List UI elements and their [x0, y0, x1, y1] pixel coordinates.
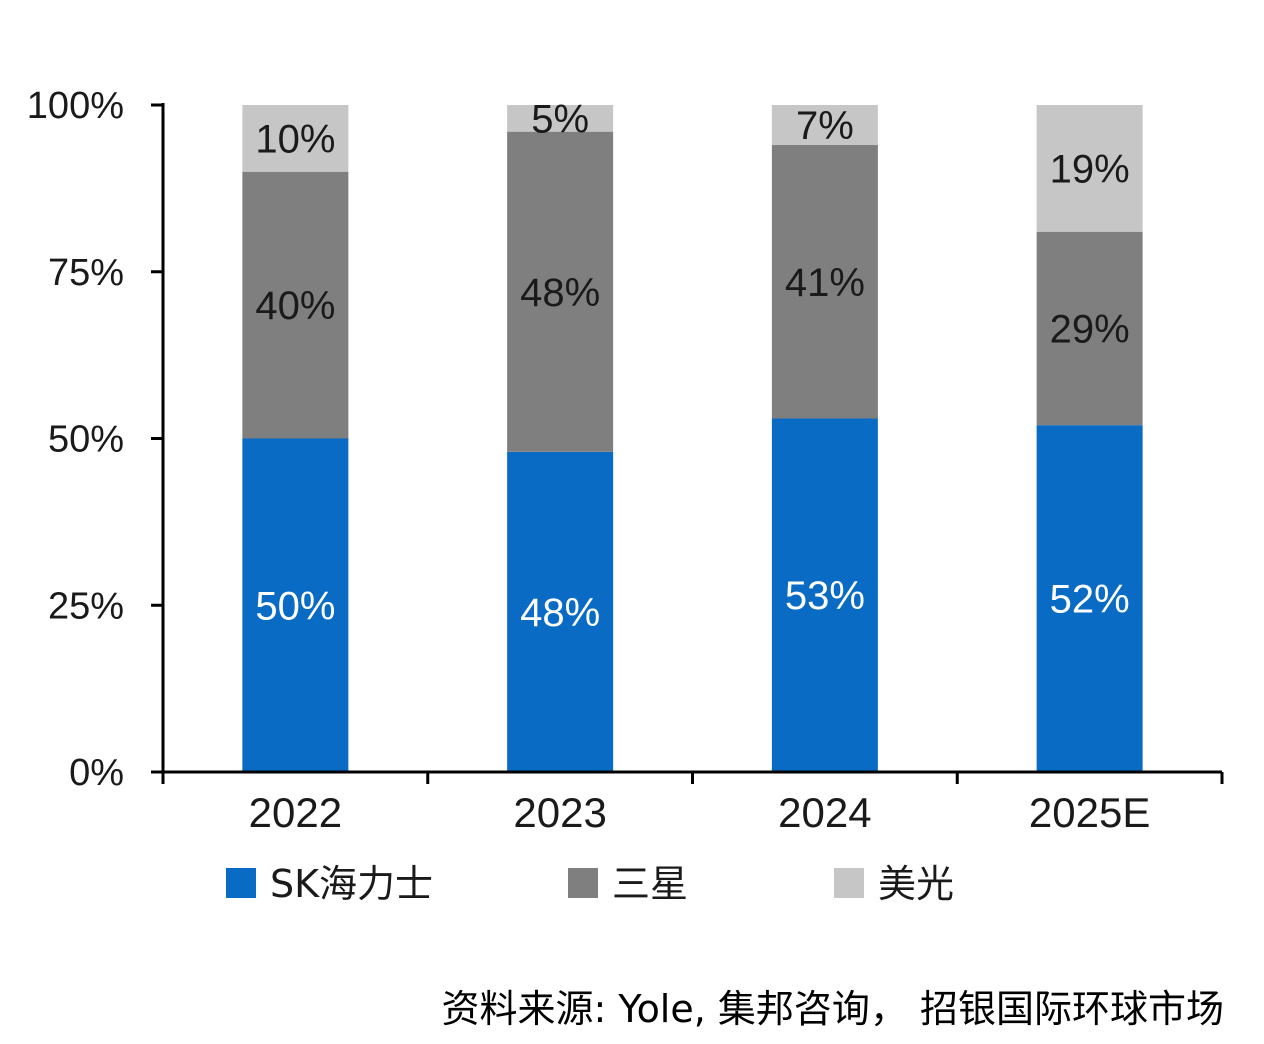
legend-label-series-2: 美光: [878, 862, 954, 906]
legend-swatch-series-0: [226, 868, 256, 898]
data-label-2023-series-0: 48%: [520, 591, 600, 635]
legend-label-series-0: SK海力士: [270, 862, 433, 906]
axes: [151, 103, 1224, 784]
bars: [242, 105, 1143, 772]
data-label-2023-series-2: 5%: [531, 97, 589, 141]
bar-segment-2023-series-2: [507, 105, 614, 132]
bar-segment-2024-series-1: [771, 145, 878, 419]
x-category-label: 2025E: [1029, 789, 1150, 836]
x-axis-category-labels: 2022 2023 2024 2025E: [249, 789, 1151, 836]
y-axis-tick-labels: 0% 25% 50% 75% 100%: [27, 85, 124, 794]
legend: SK海力士 三星 美光: [226, 862, 954, 906]
bar-segment-2025e-series-0: [1036, 425, 1143, 772]
bar-segment-2024-series-2: [771, 105, 878, 146]
y-tick-label: 0%: [69, 752, 124, 794]
data-label-2025e-series-2: 19%: [1050, 147, 1130, 191]
data-label-2024-series-0: 53%: [785, 574, 865, 618]
data-label-2025e-series-1: 29%: [1050, 307, 1130, 351]
bar-segment-2025e-series-2: [1036, 105, 1143, 232]
data-label-2024-series-1: 41%: [785, 261, 865, 305]
x-category-label: 2022: [249, 789, 342, 836]
y-tick-label: 50%: [48, 419, 124, 461]
bar-segment-2022-series-1: [242, 171, 349, 439]
bar-segment-2025e-series-1: [1036, 231, 1143, 426]
y-tick-label: 100%: [27, 85, 124, 127]
legend-swatch-series-1: [568, 868, 598, 898]
data-label-2023-series-1: 48%: [520, 271, 600, 315]
y-tick-label: 75%: [48, 252, 124, 294]
bar-segment-2024-series-0: [771, 418, 878, 772]
y-tick-label: 25%: [48, 585, 124, 627]
bar-segment-2023-series-1: [507, 131, 614, 452]
x-category-label: 2024: [778, 789, 871, 836]
data-label-2024-series-2: 7%: [796, 104, 854, 148]
x-category-label: 2023: [513, 789, 606, 836]
source-note: 资料来源: Yole, 集邦咨询， 招银国际环球市场: [441, 987, 1224, 1031]
data-label-2022-series-2: 10%: [255, 117, 335, 161]
bar-data-labels: 50% 40% 10% 48% 48% 5% 53% 41% 7% 52% 29% 19%: [255, 97, 1129, 635]
bar-segment-2022-series-0: [242, 438, 349, 772]
data-label-2025e-series-0: 52%: [1050, 578, 1130, 622]
data-label-2022-series-1: 40%: [255, 284, 335, 328]
legend-label-series-1: 三星: [612, 862, 688, 906]
bar-segment-2022-series-2: [242, 105, 349, 172]
legend-swatch-series-2: [834, 868, 864, 898]
data-label-2022-series-0: 50%: [255, 584, 335, 628]
bar-segment-2023-series-0: [507, 451, 614, 772]
